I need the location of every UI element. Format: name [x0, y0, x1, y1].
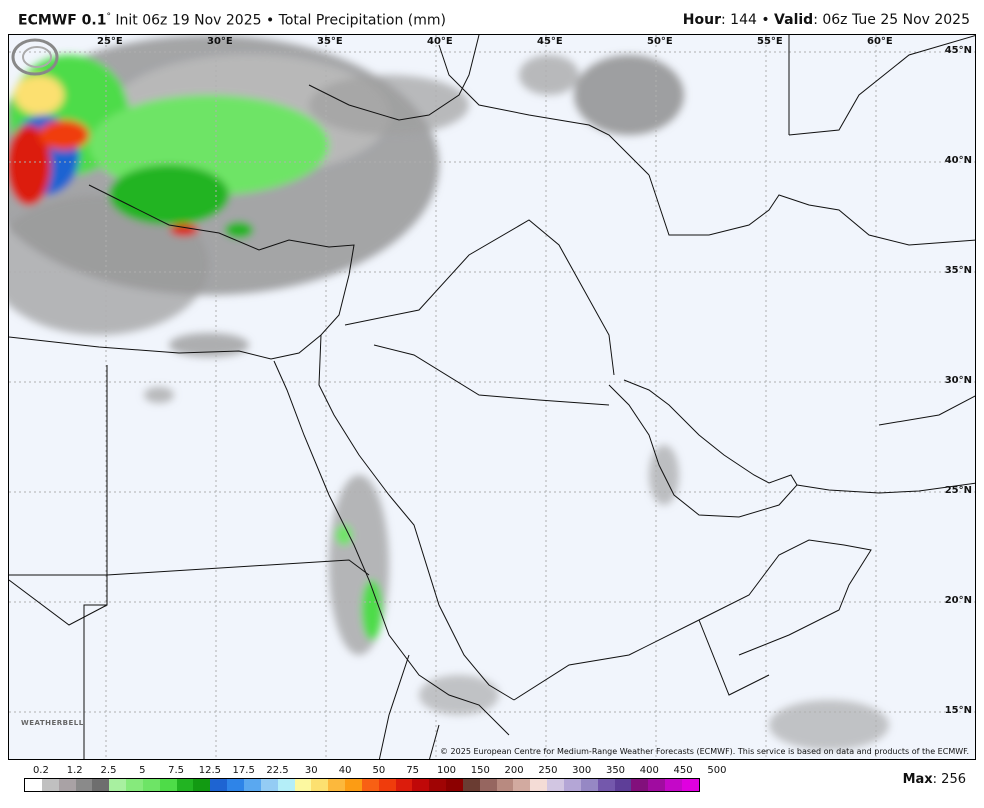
- max-number: : 256: [932, 772, 966, 787]
- map-canvas: [9, 35, 975, 759]
- colorbar-label: 30: [304, 765, 318, 776]
- map-title: ECMWF 0.1° Init 06z 19 Nov 2025 • Total …: [18, 12, 446, 29]
- colorbar-cell: [243, 779, 261, 791]
- colorbar-cell: [412, 779, 430, 791]
- colorbar-cell: [142, 779, 160, 791]
- colorbar-label: 500: [707, 765, 727, 776]
- colorbar-label: 17.5: [232, 765, 255, 776]
- colorbar-cell: [648, 779, 666, 791]
- lat-label: 15°N: [944, 705, 972, 716]
- init-info: Init 06z 19 Nov 2025 • Total Precipitati…: [110, 12, 446, 29]
- colorbar-label: 22.5: [266, 765, 289, 776]
- model-name: ECMWF 0.1: [18, 12, 107, 29]
- colorbar-cell: [126, 779, 143, 791]
- colorbar-label: 5: [139, 765, 146, 776]
- hour-value: : 144 •: [721, 12, 775, 28]
- colorbar-cell: [429, 779, 447, 791]
- colorbar-label: 100: [436, 765, 457, 776]
- colorbar-cell: [109, 779, 127, 791]
- colorbar-label: 450: [673, 765, 693, 776]
- precipitation-map: 25°E 30°E 35°E 40°E 45°E 50°E 55°E 60°E …: [8, 34, 976, 760]
- hour-label: Hour: [682, 12, 721, 28]
- weatherbell-logo-icon: [11, 38, 59, 76]
- degree-symbol: °: [106, 12, 111, 22]
- colorbar-cell: [378, 779, 396, 791]
- colorbar-cell: [193, 779, 211, 791]
- lon-label: 40°E: [427, 36, 453, 47]
- colorbar-cell: [614, 779, 632, 791]
- lat-label: 30°N: [944, 375, 972, 386]
- lat-label: 45°N: [944, 45, 972, 56]
- colorbar-cell: [530, 779, 548, 791]
- max-label: Max: [902, 772, 933, 787]
- colorbar-cell: [681, 779, 699, 791]
- colorbar-cell: [462, 779, 480, 791]
- colorbar-cell: [210, 779, 228, 791]
- colorbar: [24, 778, 700, 792]
- colorbar-cell: [446, 779, 463, 791]
- lon-label: 25°E: [97, 36, 123, 47]
- lat-label: 40°N: [944, 155, 972, 166]
- colorbar-cell: [227, 779, 244, 791]
- colorbar-cell: [75, 779, 93, 791]
- colorbar-cell: [58, 779, 76, 791]
- precipitation-field: [9, 35, 889, 750]
- lon-label: 35°E: [317, 36, 343, 47]
- valid-value: : 06z Tue 25 Nov 2025: [813, 12, 970, 28]
- graticule: [9, 35, 975, 759]
- lon-label: 50°E: [647, 36, 673, 47]
- colorbar-label: 40: [338, 765, 352, 776]
- colorbar-cell: [345, 779, 362, 791]
- colorbar-cell: [328, 779, 346, 791]
- colorbar-cell: [159, 779, 177, 791]
- valid-label: Valid: [774, 12, 814, 28]
- lat-label: 25°N: [944, 485, 972, 496]
- colorbar-cell: [311, 779, 329, 791]
- coastlines-and-borders: [9, 35, 975, 759]
- colorbar-label: 350: [605, 765, 626, 776]
- copyright-notice: © 2025 European Centre for Medium-Range …: [440, 747, 969, 756]
- lon-label: 45°E: [537, 36, 563, 47]
- colorbar-cell: [496, 779, 514, 791]
- colorbar-cell: [277, 779, 295, 791]
- lat-label: 20°N: [944, 595, 972, 606]
- colorbar-label: 0.2: [32, 765, 49, 776]
- colorbar-cell: [260, 779, 278, 791]
- lon-label: 60°E: [867, 36, 893, 47]
- colorbar-cell: [395, 779, 413, 791]
- colorbar-cell: [176, 779, 194, 791]
- colorbar-label: 2.5: [100, 765, 117, 776]
- colorbar-cell: [564, 779, 581, 791]
- colorbar-label: 12.5: [198, 765, 222, 776]
- colorbar-cell: [92, 779, 110, 791]
- colorbar-cell: [665, 779, 682, 791]
- lon-label: 55°E: [757, 36, 783, 47]
- lat-label: 35°N: [944, 265, 972, 276]
- colorbar-label: 200: [504, 765, 524, 776]
- logo-text: WEATHERBELL: [21, 719, 84, 727]
- colorbar-label: 150: [470, 765, 490, 776]
- colorbar-label: 250: [538, 765, 558, 776]
- colorbar-label: 75: [406, 765, 420, 776]
- colorbar-cell: [547, 779, 564, 791]
- colorbar-labels: 0.2 1.2 2.5 5 7.5 12.5 17.5 22.5 30 40 50 75 100 150 2…: [24, 765, 727, 777]
- colorbar-cell: [631, 779, 649, 791]
- colorbar-cell: [479, 779, 497, 791]
- colorbar-cell: [597, 779, 615, 791]
- colorbar-label: 50: [372, 765, 386, 776]
- max-value: Max: 256: [903, 772, 966, 787]
- colorbar-label: 400: [639, 765, 659, 776]
- colorbar-cell: [580, 779, 598, 791]
- lon-label: 30°E: [207, 36, 233, 47]
- colorbar-label: 7.5: [168, 765, 185, 776]
- colorbar-label: 1.2: [66, 765, 83, 776]
- colorbar-cell: [25, 779, 42, 791]
- colorbar-cell: [41, 779, 59, 791]
- colorbar-label: 300: [572, 765, 592, 776]
- colorbar-cell: [513, 779, 531, 791]
- valid-info: Hour: 144 • Valid: 06z Tue 25 Nov 2025: [683, 12, 970, 28]
- colorbar-cell: [294, 779, 312, 791]
- colorbar-cell: [361, 779, 379, 791]
